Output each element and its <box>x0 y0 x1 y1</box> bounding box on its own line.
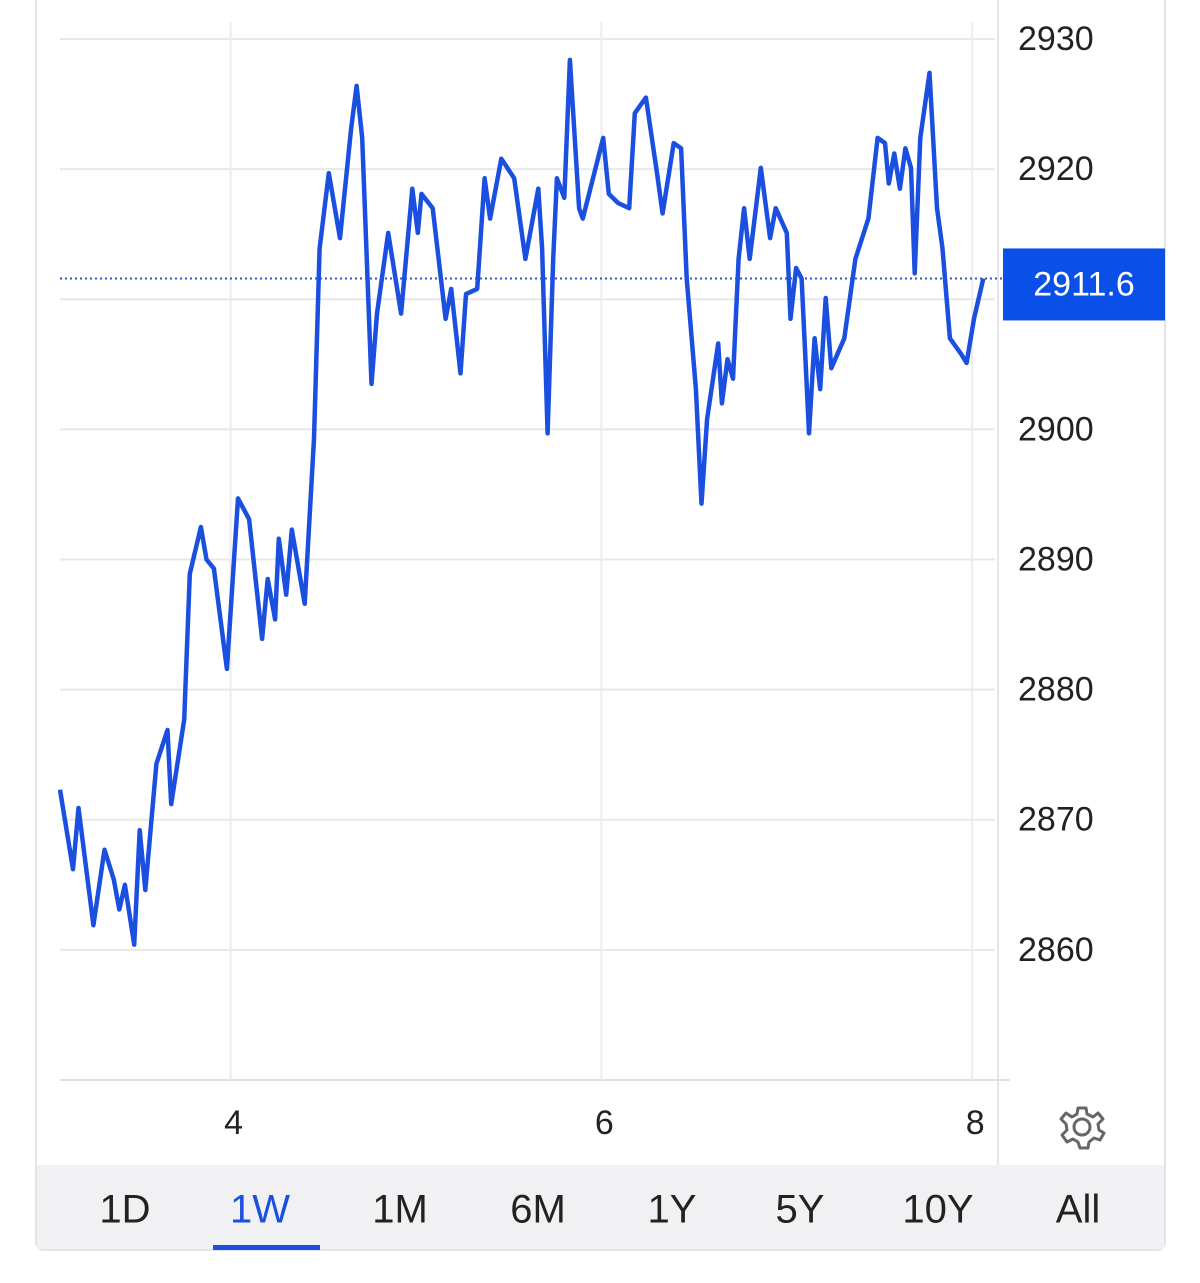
range-tab[interactable]: 1M <box>372 1188 428 1232</box>
y-tick-label: 2930 <box>1018 20 1094 58</box>
y-tick-label: 2880 <box>1018 671 1094 709</box>
gear-outline <box>1059 1106 1106 1150</box>
range-tab[interactable]: All <box>1056 1188 1100 1232</box>
range-tab[interactable]: 6M <box>510 1188 566 1232</box>
x-tick-label: 6 <box>595 1104 614 1142</box>
last-value-box <box>1003 248 1165 321</box>
range-tab[interactable]: 1W <box>230 1188 290 1232</box>
selected-tab-underline <box>213 1245 320 1250</box>
y-tick-label: 2860 <box>1018 931 1094 969</box>
range-tab[interactable]: 10Y <box>902 1188 973 1232</box>
price-line <box>57 57 986 947</box>
x-tick-label: 8 <box>966 1104 985 1142</box>
range-tab[interactable]: 5Y <box>776 1188 825 1232</box>
settings-icon[interactable] <box>1059 1106 1106 1150</box>
y-tick-label: 2890 <box>1018 541 1094 579</box>
range-tab[interactable]: 1Y <box>648 1188 697 1232</box>
x-tick-label: 4 <box>224 1104 243 1142</box>
y-tick-label: 2870 <box>1018 801 1094 839</box>
gear-hub <box>1072 1117 1092 1137</box>
last-value-label: 2911.6 <box>1033 265 1134 303</box>
tab-bar <box>37 1165 1164 1249</box>
range-tab[interactable]: 1D <box>99 1188 150 1232</box>
y-tick-label: 2920 <box>1018 150 1094 188</box>
y-tick-label: 2900 <box>1018 410 1094 448</box>
